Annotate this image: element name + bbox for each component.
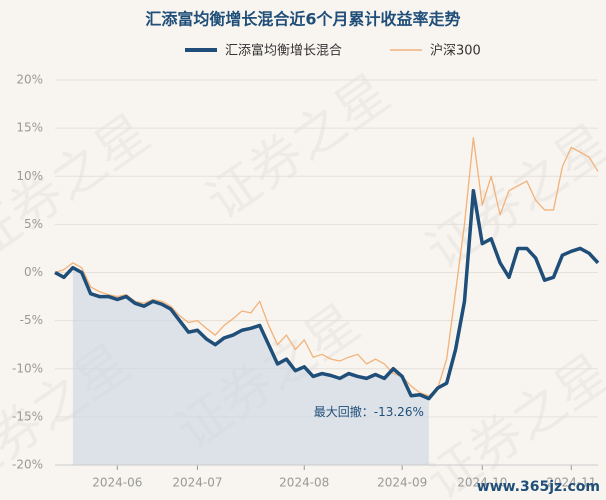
footer: www.365jz.com [477, 479, 600, 495]
y-tick-label: 0% [24, 265, 43, 279]
y-tick-label: -5% [20, 313, 43, 327]
series-line [54, 188, 600, 401]
watermark: 证券之星 [196, 63, 401, 231]
y-tick-label: -20% [12, 458, 43, 472]
x-tick-label: 2024-08 [279, 476, 329, 490]
chart-title: 汇添富均衡增长混合近6个月累计收益率走势 [145, 10, 460, 29]
legend-label: 汇添富均衡增长混合 [225, 43, 342, 59]
x-tick-label: 2024-10 [457, 476, 507, 490]
x-tick-label: 2024-06 [92, 476, 142, 490]
annotation: 最大回撤：-13.26% [314, 404, 424, 419]
y-tick-label: 5% [24, 217, 43, 231]
y-tick-label: 20% [16, 73, 43, 87]
x-tick-label: 2024-11 [546, 476, 596, 490]
x-tick-label: 2024-09 [377, 476, 427, 490]
y-tick-label: 15% [16, 121, 43, 135]
x-tick-label: 2024-07 [172, 476, 222, 490]
y-tick-label: 10% [16, 169, 43, 183]
watermark: 证券之星 [416, 113, 606, 281]
series-line [54, 137, 599, 397]
drawdown-area [72, 267, 429, 465]
y-tick-label: -15% [12, 409, 43, 423]
y-tick-label: -10% [12, 361, 43, 375]
legend-label: 沪深300 [430, 43, 481, 59]
